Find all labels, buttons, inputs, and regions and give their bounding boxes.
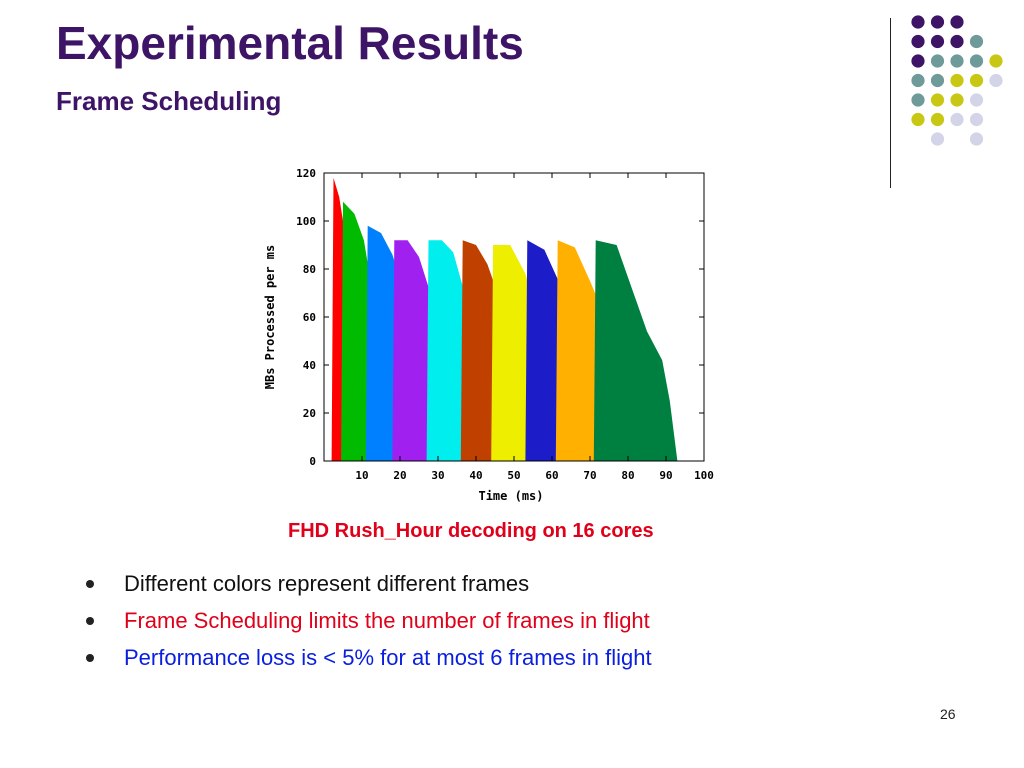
slide-subtitle: Frame Scheduling (56, 86, 282, 116)
decorative-dot-grid (911, 15, 1003, 146)
decorative-dot (969, 93, 984, 107)
bullet-icon (86, 654, 94, 662)
decorative-dot (950, 73, 964, 88)
x-tick-label: 60 (545, 469, 558, 482)
y-tick-label: 60 (303, 311, 316, 324)
y-tick-label: 40 (303, 359, 316, 372)
y-tick-label: 20 (303, 407, 316, 420)
decorative-dot (950, 15, 964, 29)
x-tick-label: 50 (507, 469, 520, 482)
y-tick-label: 80 (303, 263, 316, 276)
bullet-item: Frame Scheduling limits the number of fr… (86, 605, 652, 642)
x-axis-label: Time (ms) (478, 489, 543, 503)
page-number: 26 (940, 706, 956, 722)
bullet-item: Performance loss is < 5% for at most 6 f… (86, 642, 652, 679)
decorative-dot (950, 34, 964, 49)
decorative-dot (911, 93, 925, 107)
decorative-dot (930, 73, 945, 88)
x-tick-label: 10 (355, 469, 368, 482)
decorative-dot (930, 112, 945, 127)
y-tick-label: 0 (309, 455, 316, 468)
decorative-dot (911, 54, 925, 68)
y-tick-label: 120 (296, 167, 316, 180)
y-axis-label: MBs Processed per ms (263, 245, 277, 390)
bullet-icon (86, 617, 94, 625)
decorative-dot (911, 112, 925, 127)
chart-series-layer (331, 177, 678, 462)
decorative-dot (969, 132, 984, 146)
x-tick-label: 90 (659, 469, 672, 482)
decorative-dot (911, 73, 925, 88)
x-tick-label: 80 (621, 469, 634, 482)
decorative-dot (989, 54, 1003, 68)
bullet-text: Performance loss is < 5% for at most 6 f… (124, 645, 652, 670)
x-tick-label: 40 (469, 469, 482, 482)
chart-tick-labels: 0 20 40 60 80 100 120 10 20 30 40 50 60 70 80 90 100 (296, 167, 714, 482)
bullet-text: Different colors represent different fra… (124, 571, 530, 596)
bullet-list: Different colors represent different fra… (86, 568, 652, 679)
decorative-dot (969, 73, 984, 88)
chart-axes (323, 172, 705, 462)
x-tick-label: 30 (431, 469, 444, 482)
decorative-dot (969, 34, 984, 49)
slide-title: Experimental Results (56, 17, 524, 69)
frame-series-10 (593, 240, 678, 461)
frame-scheduling-chart: 0 20 40 60 80 100 120 10 20 30 40 50 60 70 80 90 100 Tim… (263, 167, 714, 503)
decorative-dot (930, 15, 945, 29)
decorative-dot (911, 34, 925, 49)
bullet-icon (86, 580, 94, 588)
y-tick-label: 100 (296, 215, 316, 228)
bullet-text: Frame Scheduling limits the number of fr… (124, 608, 650, 633)
decorative-dot (930, 93, 945, 107)
decorative-dot (911, 15, 925, 29)
decorative-dot (950, 54, 964, 68)
chart-caption: FHD Rush_Hour decoding on 16 cores (288, 520, 654, 542)
decorative-dot (950, 93, 964, 107)
decorative-dot (989, 73, 1003, 88)
decorative-dot (950, 112, 964, 127)
x-tick-label: 100 (694, 469, 714, 482)
title-divider (890, 18, 891, 188)
decorative-dot (969, 112, 984, 127)
decorative-dot (930, 132, 945, 146)
decorative-dot (930, 54, 945, 68)
x-tick-label: 70 (583, 469, 596, 482)
decorative-dot (930, 34, 945, 49)
x-tick-label: 20 (393, 469, 406, 482)
decorative-dot (969, 54, 984, 68)
bullet-item: Different colors represent different fra… (86, 568, 652, 605)
